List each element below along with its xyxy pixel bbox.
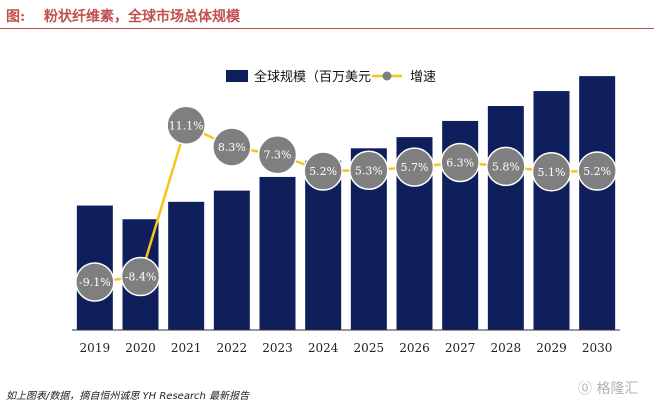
watermark-text: 格隆汇 bbox=[596, 381, 639, 397]
growth-point-2022 bbox=[212, 127, 252, 167]
growth-label-2022: 8.3% bbox=[218, 141, 246, 154]
growth-point-2024 bbox=[303, 151, 343, 191]
bar-2029 bbox=[533, 91, 570, 330]
growth-label-2030: 5.2% bbox=[583, 165, 611, 178]
x-tick-label-2019: 2019 bbox=[80, 341, 111, 355]
x-tick-label-2020: 2020 bbox=[125, 341, 156, 355]
header-rule bbox=[0, 28, 654, 29]
growth-label-2024: 5.2% bbox=[309, 165, 337, 178]
growth-point-2030 bbox=[577, 151, 617, 191]
x-tick-label-2027: 2027 bbox=[445, 341, 476, 355]
watermark: ⓪ 格隆汇 bbox=[578, 378, 638, 398]
growth-label-2025: 5.3% bbox=[355, 164, 383, 177]
growth-label-2028: 5.8% bbox=[492, 160, 520, 173]
growth-label-2021: 11.1% bbox=[169, 119, 204, 132]
figure-label: 图: bbox=[6, 9, 26, 25]
x-tick-label-2021: 2021 bbox=[171, 341, 202, 355]
growth-label-2019: -9.1% bbox=[79, 276, 111, 289]
growth-line-layer: -9.1% -8.4% 11.1% 8.3% 7.3% 5.2% 5.3% 5.7% 6.3% 5… bbox=[75, 105, 617, 302]
growth-point-2019 bbox=[75, 262, 115, 302]
x-tick-label-2023: 2023 bbox=[262, 341, 293, 355]
growth-label-2027: 6.3% bbox=[446, 157, 474, 170]
growth-point-2023 bbox=[257, 134, 298, 175]
x-tick-label-2029: 2029 bbox=[536, 341, 567, 355]
growth-point-2026 bbox=[394, 147, 435, 187]
legend-label-line: 增速 bbox=[410, 70, 436, 85]
chart-legend: 全球规模（百万美元 增速 bbox=[226, 69, 436, 85]
x-tick-label-2022: 2022 bbox=[217, 341, 248, 355]
x-tick-labels: 2019 2020 2021 2022 2023 2024 2025 2026 2027 2028… bbox=[80, 341, 613, 355]
x-tick-label-2024: 2024 bbox=[308, 341, 339, 355]
bar-2028 bbox=[487, 106, 524, 330]
bar-2030 bbox=[579, 76, 616, 330]
growth-label-2023: 7.3% bbox=[264, 149, 292, 162]
header: 图: 粉状纤维素，全球市场总体规模 bbox=[0, 0, 654, 32]
growth-point-2027 bbox=[440, 142, 480, 183]
chart: 全球规模（百万美元 增速 2019 2020 2021 2022 2023 2024 2025… bbox=[72, 69, 620, 355]
bar-2022 bbox=[213, 190, 250, 330]
x-tick-label-2028: 2028 bbox=[491, 341, 522, 355]
bar-2021 bbox=[168, 201, 205, 330]
legend-swatch-marker bbox=[382, 71, 392, 81]
legend-swatch-bar bbox=[226, 70, 248, 82]
source-note: 如上图表/数据，摘自恒州诚思 YH Research 最新报告 bbox=[6, 391, 250, 402]
legend-label-bar: 全球规模（百万美元 bbox=[254, 69, 371, 85]
growth-point-2029 bbox=[531, 152, 572, 192]
growth-point-2025 bbox=[349, 150, 389, 191]
gelonghui-logo-icon: ⓪ bbox=[578, 381, 592, 397]
x-tick-label-2026: 2026 bbox=[399, 341, 430, 355]
page-title: 粉状纤维素，全球市场总体规模 bbox=[44, 9, 240, 25]
growth-label-2026: 5.7% bbox=[401, 161, 429, 174]
x-tick-label-2025: 2025 bbox=[354, 341, 385, 355]
x-tick-label-2030: 2030 bbox=[582, 341, 613, 355]
growth-point-2021 bbox=[166, 105, 206, 146]
growth-point-2028 bbox=[486, 146, 526, 187]
growth-label-2029: 5.1% bbox=[538, 166, 566, 179]
growth-label-2020: -8.4% bbox=[125, 271, 157, 284]
bars-layer bbox=[76, 76, 616, 330]
bar-2023 bbox=[259, 176, 296, 330]
growth-point-2020 bbox=[120, 256, 161, 297]
